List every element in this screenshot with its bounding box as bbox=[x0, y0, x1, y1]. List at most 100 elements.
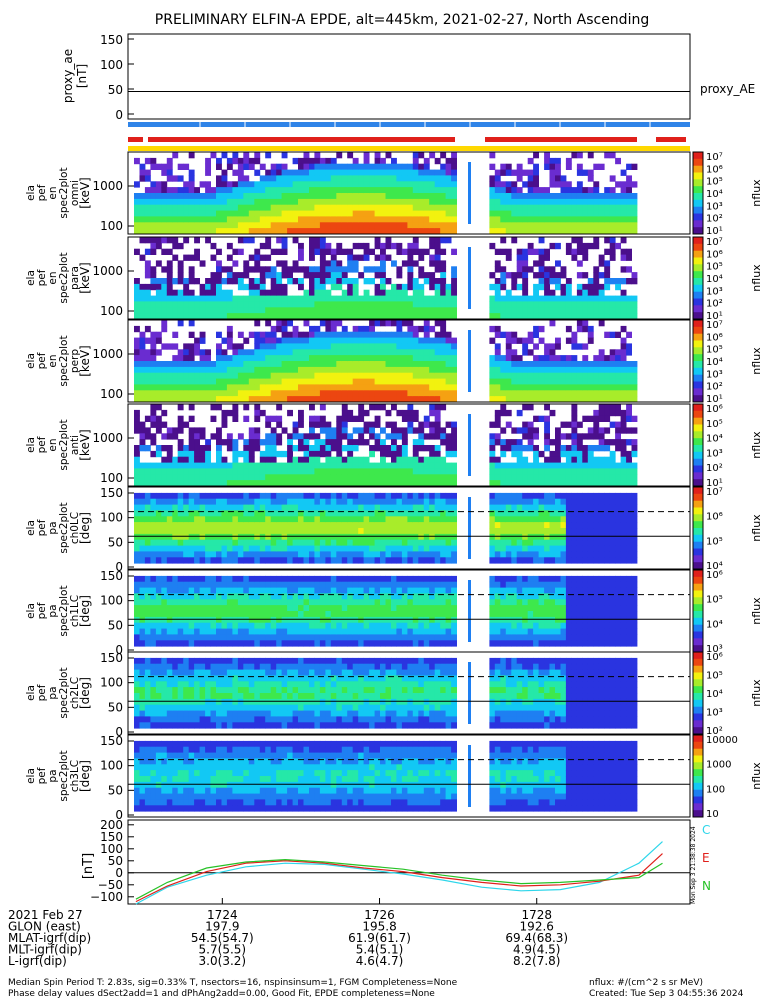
spectrogram-pixel bbox=[494, 355, 501, 362]
spectrogram-pixel bbox=[423, 366, 430, 374]
spectrogram-pixel bbox=[412, 361, 419, 368]
spectrogram-pixel bbox=[538, 545, 545, 552]
spectrogram-pixel bbox=[500, 313, 507, 320]
spectrogram-pixel bbox=[527, 216, 534, 223]
spectrogram-pixel bbox=[505, 557, 512, 564]
spectrogram-pixel bbox=[440, 331, 447, 338]
spectrogram-pixel bbox=[259, 272, 266, 279]
spectrogram-pixel bbox=[248, 522, 255, 529]
spectrogram-pixel bbox=[314, 283, 321, 291]
spectrogram-pixel bbox=[609, 210, 616, 217]
spectrogram-pixel bbox=[533, 504, 539, 511]
spectrogram-pixel bbox=[576, 283, 583, 291]
spectrogram-pixel bbox=[369, 295, 375, 302]
spectrogram-pixel bbox=[314, 343, 321, 350]
spectrogram-pixel bbox=[134, 516, 140, 523]
spectrogram-pixel bbox=[281, 289, 288, 296]
spectrogram-pixel bbox=[544, 216, 550, 223]
spectrogram-pixel bbox=[347, 545, 354, 552]
spectrogram-pixel bbox=[221, 301, 228, 308]
spectrogram-pixel bbox=[183, 222, 190, 229]
spectrogram-pixel bbox=[565, 248, 572, 255]
spectrogram-pixel bbox=[538, 462, 545, 469]
spectrogram-pixel bbox=[314, 295, 321, 302]
spectrogram-pixel bbox=[423, 390, 430, 397]
spectrogram-pixel bbox=[560, 181, 567, 188]
spectrogram-pixel bbox=[544, 510, 550, 517]
spectrogram-pixel bbox=[270, 307, 277, 314]
spectrogram-pixel bbox=[172, 528, 179, 535]
spectrogram-pixel bbox=[451, 450, 457, 458]
spectrogram-pixel bbox=[505, 355, 512, 362]
spectrogram-pixel bbox=[254, 210, 261, 217]
spectrogram-pixel bbox=[396, 551, 403, 558]
spectrogram-pixel bbox=[243, 216, 250, 223]
spectrogram-pixel bbox=[527, 557, 534, 564]
spectrogram-pixel bbox=[325, 439, 332, 446]
spectrogram-pixel bbox=[380, 337, 386, 344]
spectrogram-pixel bbox=[144, 266, 151, 273]
spectrogram-pixel bbox=[265, 421, 272, 428]
spectrogram-pixel bbox=[391, 510, 397, 517]
spectrogram-pixel bbox=[139, 343, 146, 350]
spectrogram-pixel bbox=[576, 492, 583, 500]
spectrogram-pixel bbox=[565, 163, 572, 170]
spectrogram-pixel bbox=[276, 204, 283, 211]
spectrogram-pixel bbox=[418, 361, 425, 368]
spectrogram-pixel bbox=[396, 301, 403, 308]
spectrogram-pixel bbox=[319, 445, 326, 452]
spectrogram-pixel bbox=[237, 175, 244, 182]
colorbar-cell bbox=[693, 308, 703, 313]
spectrogram-pixel bbox=[615, 533, 621, 541]
spectrogram-pixel bbox=[352, 187, 359, 194]
spectrogram-pixel bbox=[620, 325, 627, 333]
spectrogram-pixel bbox=[363, 390, 370, 397]
spectrogram-pixel bbox=[451, 433, 457, 440]
spectrogram-pixel bbox=[549, 355, 556, 362]
spectrogram-pixel bbox=[194, 198, 200, 206]
spectrogram-pixel bbox=[374, 295, 381, 302]
spectrogram-pixel bbox=[155, 450, 162, 458]
spectrogram-pixel bbox=[451, 222, 457, 229]
spectrogram-pixel bbox=[423, 248, 430, 255]
spectrogram-pixel bbox=[560, 187, 567, 194]
spectrogram-pixel bbox=[505, 378, 512, 385]
spectrogram-pixel bbox=[347, 355, 354, 362]
spectrogram-pixel bbox=[134, 337, 140, 344]
spectrogram-pixel bbox=[177, 468, 184, 475]
spectrogram-pixel bbox=[216, 533, 222, 541]
colorbar-cell bbox=[693, 333, 703, 338]
spectrogram-pixel bbox=[259, 266, 266, 273]
spectrogram-pixel bbox=[254, 545, 261, 552]
spectrogram-pixel bbox=[374, 445, 381, 452]
spectrogram-pixel bbox=[341, 349, 348, 356]
spectrogram-pixel bbox=[205, 378, 211, 385]
spectrogram-pixel bbox=[270, 216, 277, 223]
spectrogram-pixel bbox=[352, 343, 359, 350]
spectrogram-pixel bbox=[363, 216, 370, 223]
spectrogram-pixel bbox=[270, 289, 277, 296]
spectrogram-pixel bbox=[418, 152, 425, 159]
spectrogram-pixel bbox=[445, 522, 452, 529]
spectrogram-pixel bbox=[177, 415, 184, 422]
spectrogram-pixel bbox=[434, 222, 441, 229]
spectrogram-pixel bbox=[336, 445, 343, 452]
spectrogram-pixel bbox=[199, 331, 206, 338]
spectrogram-pixel bbox=[144, 468, 151, 475]
spectrogram-pixel bbox=[254, 480, 261, 487]
spectrogram-pixel bbox=[549, 474, 556, 481]
spectrogram-pixel bbox=[429, 492, 436, 500]
spectrogram-pixel bbox=[352, 480, 359, 487]
spectrogram-pixel bbox=[183, 551, 190, 558]
spectrogram-pixel bbox=[144, 445, 151, 452]
spectrogram-pixel bbox=[134, 248, 140, 255]
spectrogram-pixel bbox=[620, 372, 627, 379]
spectrogram-pixel bbox=[150, 378, 157, 385]
spectrogram-pixel bbox=[352, 372, 359, 379]
spectrogram-pixel bbox=[429, 260, 436, 267]
spectrogram-pixel bbox=[560, 175, 567, 182]
spectrogram-pixel bbox=[527, 474, 534, 481]
spectrogram-pixel bbox=[248, 528, 255, 535]
spectrogram-pixel bbox=[341, 361, 348, 368]
spectrogram-pixel bbox=[429, 254, 436, 261]
